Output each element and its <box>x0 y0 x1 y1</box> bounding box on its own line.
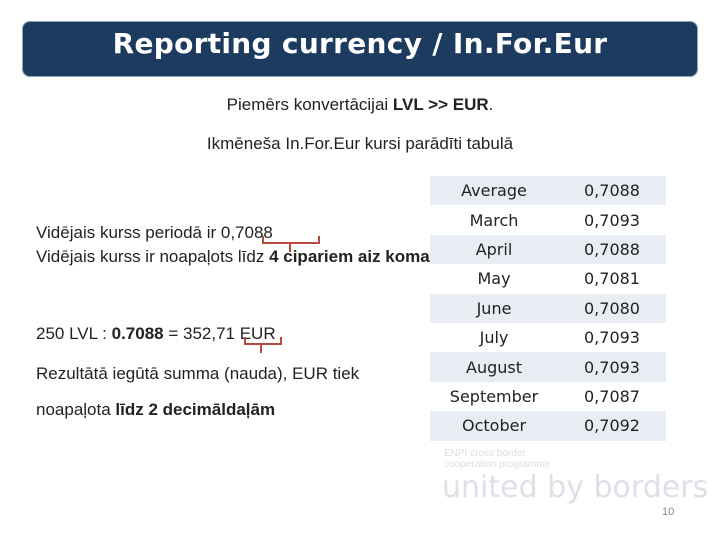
month-cell: June <box>430 293 558 323</box>
month-cell: April <box>430 234 558 265</box>
result-rounding-text: Rezultātā iegūtā summa (nauda), EUR tiek… <box>36 362 359 422</box>
rate-cell: 0,7093 <box>558 352 666 382</box>
watermark-line1: ENPI cross border <box>444 448 526 459</box>
rate-cell: 0,7087 <box>584 386 640 406</box>
month-cell: May <box>477 269 511 289</box>
calc-prefix: 250 LVL : <box>36 324 112 343</box>
table-row: April 0,7088 <box>430 234 666 265</box>
rate-cell: 0,7080 <box>558 293 666 323</box>
slide-title: Reporting currency / In.For.Eur <box>112 27 608 60</box>
result-line1: Rezultātā iegūtā summa (nauda), EUR tiek <box>36 364 360 383</box>
average-rate-line: Vidējais kurss periodā ir 0,7088 <box>36 223 273 242</box>
table-row: May 0,7081 <box>430 264 666 293</box>
calc-rate: 0.7088 <box>111 324 164 343</box>
result-line2: noapaļota līdz 2 decimāldaļām <box>36 398 359 422</box>
month-cell: October <box>430 411 558 441</box>
subtitle-conversion-example: Piemērs konvertācijai LVL >> EUR. <box>0 95 720 115</box>
rates-table: Average 0,7088 March 0,7093 April 0,7088 Ma… <box>430 176 666 441</box>
rate-cell: 0,7093 <box>584 328 640 348</box>
subtitle-table-note: Ikmēneša In.For.Eur kursi parādīti tabul… <box>206 134 514 153</box>
average-rate-text: Vidējais kurss periodā ir 0,7088 Vidējai… <box>36 221 445 269</box>
rate-cell: 0,7088 <box>558 176 666 206</box>
table-row: September 0,7087 <box>430 382 666 411</box>
table-row: October 0,7092 <box>430 411 666 441</box>
rate-bracket-tick <box>289 242 291 252</box>
page-number: 10 <box>662 506 675 518</box>
subtitle1-bold: LVL >> EUR <box>392 95 489 114</box>
subtitle1-after: . <box>488 95 494 114</box>
rounding-rule-before: Vidējais kurss ir noapaļots līdz <box>36 247 270 266</box>
table-row: August 0,7093 <box>430 352 666 382</box>
watermark-programme: ENPI cross border cooperation programme <box>444 448 550 470</box>
rate-cell: 0,7088 <box>558 234 666 265</box>
result-bracket <box>244 337 282 345</box>
month-cell: August <box>430 352 558 382</box>
table-row: July 0,7093 <box>430 323 666 352</box>
month-cell: March <box>469 210 519 230</box>
result-line2-before: noapaļota <box>36 400 116 419</box>
calculation-line: 250 LVL : 0.7088 = 352,71 EUR <box>36 322 276 346</box>
rounding-rule-bold: 4 cipariem aiz komata <box>269 247 445 266</box>
watermark-line2: cooperation programme <box>444 459 551 470</box>
table-row: Average 0,7088 <box>430 176 666 206</box>
rounding-rule-line: Vidējais kurss ir noapaļots līdz 4 cipar… <box>36 245 445 269</box>
rate-cell: 0,7081 <box>584 269 640 289</box>
table-row: June 0,7080 <box>430 293 666 323</box>
watermark-slogan: united by borders <box>442 470 709 505</box>
rate-cell: 0,7093 <box>584 210 640 230</box>
subtitle1-before: Piemērs konvertācijai <box>226 95 393 114</box>
rate-cell: 0,7092 <box>558 411 666 441</box>
title-bar: Reporting currency / In.For.Eur <box>22 21 698 77</box>
calc-result: = 352,71 EUR <box>163 324 276 343</box>
month-cell: July <box>479 328 509 348</box>
result-line2-bold: līdz 2 decimāldaļām <box>115 400 276 419</box>
result-bracket-tick <box>260 343 262 353</box>
table-row: March 0,7093 <box>430 205 666 234</box>
month-cell: Average <box>430 176 558 206</box>
month-cell: September <box>449 386 539 406</box>
rate-bracket <box>262 236 320 244</box>
